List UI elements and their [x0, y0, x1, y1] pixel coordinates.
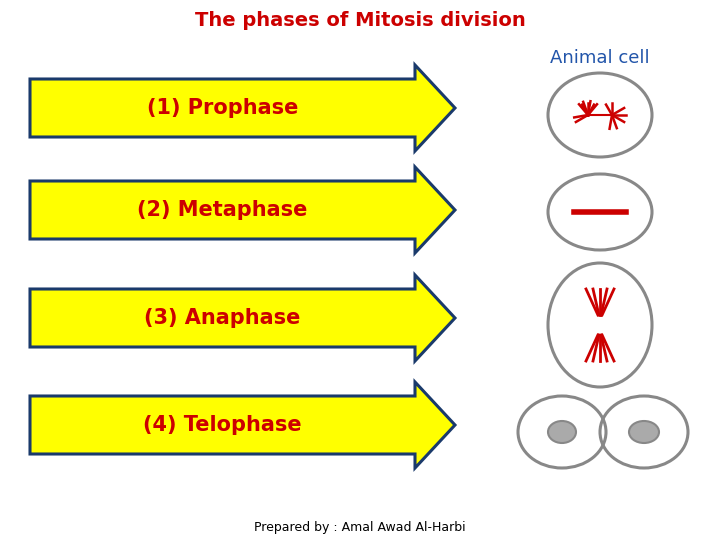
Text: Prepared by : Amal Awad Al-Harbi: Prepared by : Amal Awad Al-Harbi: [254, 522, 466, 535]
Text: (4) Telophase: (4) Telophase: [143, 415, 302, 435]
Text: The phases of Mitosis division: The phases of Mitosis division: [194, 10, 526, 30]
Polygon shape: [30, 275, 455, 361]
Ellipse shape: [548, 421, 576, 443]
Text: (2) Metaphase: (2) Metaphase: [138, 200, 307, 220]
Polygon shape: [30, 65, 455, 151]
Ellipse shape: [629, 421, 659, 443]
Polygon shape: [30, 167, 455, 253]
Polygon shape: [30, 382, 455, 468]
Text: (1) Prophase: (1) Prophase: [147, 98, 298, 118]
Text: (3) Anaphase: (3) Anaphase: [144, 308, 301, 328]
Text: Animal cell: Animal cell: [550, 49, 650, 67]
